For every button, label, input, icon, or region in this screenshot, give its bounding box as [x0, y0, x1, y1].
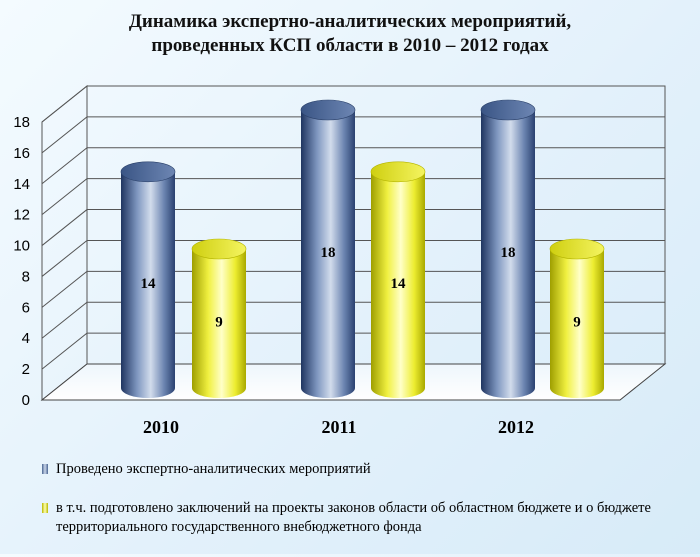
legend-swatch-blue — [42, 464, 48, 474]
data-label: 14 — [141, 276, 157, 292]
x-tick-label: 2012 — [498, 417, 534, 437]
bar-body — [301, 110, 355, 398]
legend: Проведено экспертно-аналитических меропр… — [42, 460, 682, 557]
grid-line — [41, 209, 665, 246]
bar-2012-series-1: 9 — [549, 238, 605, 398]
data-label: 9 — [215, 315, 223, 331]
grid-line — [41, 85, 665, 123]
grid-line — [41, 178, 665, 216]
bar-2011-series-1: 14 — [370, 161, 426, 398]
bar-2012-series-0: 18 — [480, 99, 536, 398]
legend-swatch-yellow — [42, 503, 48, 513]
y-tick-label: 0 — [22, 392, 30, 409]
data-label: 18 — [321, 245, 336, 261]
legend-label-0: Проведено экспертно-аналитических меропр… — [56, 461, 371, 477]
x-tick-label: 2011 — [321, 417, 356, 437]
y-tick-label: 2 — [22, 361, 30, 378]
bar-top — [120, 161, 176, 183]
y-tick-label: 4 — [22, 330, 30, 347]
bar-top — [370, 161, 426, 183]
y-tick-label: 6 — [22, 299, 30, 316]
bar-top — [300, 99, 356, 121]
grid-line — [41, 332, 665, 370]
y-tick-label: 10 — [13, 238, 30, 255]
grid-line — [41, 116, 665, 154]
bar-top — [549, 238, 605, 260]
legend-label-1: в т.ч. подготовлено заключений на проект… — [56, 500, 651, 535]
grid-line — [41, 270, 665, 308]
bar-body — [550, 249, 604, 398]
bar-2011-series-0: 18 — [300, 99, 356, 398]
y-tick-label: 8 — [22, 268, 30, 285]
chart-title-line-1: Динамика экспертно-аналитических меропри… — [128, 11, 572, 32]
bar-top — [480, 99, 536, 121]
y-tick-label: 18 — [13, 114, 30, 131]
grid-line — [41, 147, 665, 185]
bar-2010-series-0: 14 — [120, 161, 176, 398]
y-tick-label: 14 — [13, 176, 30, 193]
bar-body — [192, 249, 246, 398]
grid-line — [41, 239, 665, 277]
legend-item-1: в т.ч. подготовлено заключений на проект… — [42, 499, 682, 537]
data-label: 18 — [501, 245, 516, 261]
chart-title-line-2: проведенных КСП области в 2010 – 2012 го… — [151, 35, 549, 56]
chart-title: Динамика экспертно-аналитических меропри… — [0, 10, 700, 58]
data-label: 14 — [391, 276, 407, 292]
y-tick-label: 16 — [13, 145, 30, 162]
x-tick-label: 2010 — [143, 417, 179, 437]
grid-line — [41, 301, 665, 339]
bar-top — [191, 238, 247, 260]
bar-body — [371, 171, 425, 398]
legend-item-0: Проведено экспертно-аналитических меропр… — [42, 460, 682, 479]
bar-body — [481, 110, 535, 398]
data-label: 9 — [573, 315, 581, 331]
side-wall — [41, 84, 88, 402]
bar-2010-series-1: 9 — [191, 238, 247, 398]
y-tick-label: 12 — [13, 207, 30, 224]
bar-body — [121, 171, 175, 398]
